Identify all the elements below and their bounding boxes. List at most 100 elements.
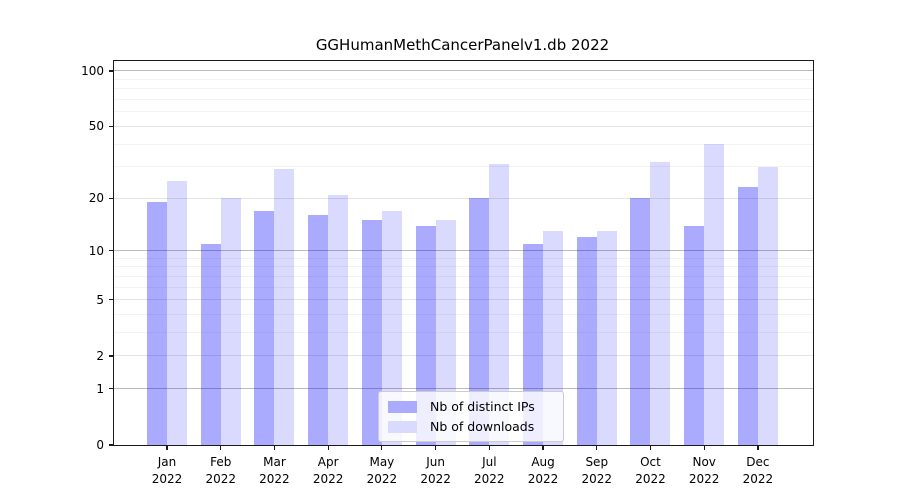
major-gridline-100 bbox=[114, 70, 813, 72]
y-tick-2 bbox=[109, 355, 114, 357]
x-tick-label-nov: Nov 2022 bbox=[674, 454, 734, 488]
x-tick-label-may: May 2022 bbox=[352, 454, 412, 488]
chart-title: GGHumanMethCancerPanelv1.db 2022 bbox=[315, 36, 610, 54]
y-tick-50 bbox=[109, 125, 114, 127]
y-tick-label-2: 2 bbox=[96, 348, 104, 363]
month-name: Dec bbox=[746, 455, 770, 469]
major-gridline-2 bbox=[114, 355, 813, 357]
x-tick-dec bbox=[757, 445, 759, 450]
month-name: May bbox=[369, 455, 395, 469]
legend-swatch-downloads bbox=[388, 420, 417, 433]
x-tick-may bbox=[381, 445, 383, 450]
x-tick-jan bbox=[166, 445, 168, 450]
bar-downloads-jan bbox=[167, 180, 187, 445]
month-year: 2022 bbox=[420, 472, 451, 486]
y-tick-1 bbox=[109, 388, 114, 390]
y-tick-label-0: 0 bbox=[96, 438, 104, 452]
minor-gridline-8 bbox=[114, 266, 813, 268]
x-tick-sep bbox=[596, 445, 598, 450]
minor-gridline-6 bbox=[114, 286, 813, 288]
bar-ips-jan bbox=[147, 202, 167, 445]
month-name: Jan bbox=[157, 455, 177, 469]
plot-area: Nb of distinct IPs Nb of downloads 100 50… bbox=[81, 60, 814, 486]
x-tick-jun bbox=[435, 445, 437, 450]
bar-ips-mar bbox=[254, 210, 275, 445]
month-name: Apr bbox=[317, 455, 339, 469]
y-tick-label-1: 1 bbox=[96, 381, 104, 396]
month-year: 2022 bbox=[474, 472, 505, 486]
x-tick-label-mar: Mar 2022 bbox=[244, 454, 304, 488]
bar-ips-jun bbox=[415, 225, 436, 445]
month-year: 2022 bbox=[688, 472, 720, 486]
legend-label-downloads: Nb of downloads bbox=[430, 419, 535, 434]
bar-downloads-feb bbox=[220, 198, 241, 445]
major-gridline-1 bbox=[114, 388, 813, 390]
bar-downloads-apr bbox=[328, 194, 349, 445]
minor-gridline-60 bbox=[114, 111, 813, 113]
minor-gridline-9 bbox=[114, 257, 813, 259]
legend-label-ips: Nb of distinct IPs bbox=[430, 399, 535, 414]
bar-downloads-may bbox=[381, 210, 402, 445]
month-name: Nov bbox=[692, 455, 716, 469]
x-tick-label-feb: Feb 2022 bbox=[191, 454, 251, 488]
x-tick-label-aug: Aug 2022 bbox=[513, 454, 573, 488]
month-year: 2022 bbox=[259, 472, 290, 486]
x-tick-mar bbox=[273, 445, 276, 450]
x-tick-oct bbox=[649, 445, 652, 450]
minor-gridline-30 bbox=[114, 166, 813, 168]
minor-gridline-90 bbox=[114, 78, 813, 80]
month-name: Jun bbox=[426, 455, 445, 469]
bar-ips-may bbox=[361, 220, 382, 445]
month-year: 2022 bbox=[527, 472, 559, 486]
legend-swatch-ips bbox=[388, 400, 417, 413]
month-name: Mar bbox=[263, 455, 286, 469]
y-tick-label-100: 100 bbox=[81, 63, 104, 78]
minor-gridline-40 bbox=[114, 143, 813, 145]
minor-gridline-70 bbox=[114, 99, 813, 101]
x-tick-label-jul: Jul 2022 bbox=[459, 454, 519, 488]
y-tick-100 bbox=[109, 70, 114, 72]
bar-ips-apr bbox=[308, 215, 329, 445]
month-year: 2022 bbox=[205, 472, 236, 486]
bar-ips-oct bbox=[630, 198, 651, 445]
month-year: 2022 bbox=[312, 472, 344, 486]
minor-gridline-3 bbox=[114, 332, 813, 334]
y-tick-10 bbox=[109, 250, 114, 252]
month-year: 2022 bbox=[151, 472, 183, 486]
y-tick-0 bbox=[109, 444, 114, 446]
bar-downloads-dec bbox=[757, 166, 778, 445]
x-tick-label-oct: Oct 2022 bbox=[620, 454, 680, 488]
bar-downloads-sep bbox=[596, 231, 617, 445]
x-tick-feb bbox=[220, 445, 222, 450]
x-tick-label-dec: Dec 2022 bbox=[728, 454, 788, 488]
major-gridline-20 bbox=[114, 197, 813, 199]
y-tick-5 bbox=[109, 299, 114, 301]
major-gridline-5 bbox=[114, 299, 813, 301]
y-tick-20 bbox=[109, 197, 114, 199]
legend-item-distinct-ips: Nb of distinct IPs bbox=[388, 398, 555, 415]
x-tick-nov bbox=[703, 445, 705, 450]
minor-gridline-4 bbox=[114, 314, 813, 316]
month-name: Sep bbox=[585, 455, 609, 469]
month-name: Oct bbox=[640, 455, 661, 469]
y-tick-label-20: 20 bbox=[88, 191, 104, 206]
month-year: 2022 bbox=[742, 472, 774, 486]
minor-gridline-80 bbox=[114, 88, 813, 90]
bar-downloads-jul bbox=[489, 164, 510, 445]
x-tick-jul bbox=[488, 445, 490, 450]
y-tick-label-50: 50 bbox=[88, 119, 104, 134]
month-year: 2022 bbox=[635, 472, 666, 486]
x-tick-label-jan: Jan 2022 bbox=[137, 454, 197, 488]
x-tick-label-jun: Jun 2022 bbox=[406, 454, 466, 488]
y-tick-label-10: 10 bbox=[88, 243, 104, 258]
bar-ips-jul bbox=[469, 198, 490, 445]
bar-ips-sep bbox=[576, 237, 597, 445]
bar-downloads-mar bbox=[274, 169, 295, 445]
x-tick-label-apr: Apr 2022 bbox=[298, 454, 358, 488]
y-tick-label-5: 5 bbox=[96, 292, 104, 307]
bar-ips-nov bbox=[684, 225, 705, 445]
bar-downloads-jun bbox=[435, 220, 456, 445]
bar-ips-feb bbox=[200, 243, 221, 445]
bar-downloads-oct bbox=[650, 161, 671, 445]
